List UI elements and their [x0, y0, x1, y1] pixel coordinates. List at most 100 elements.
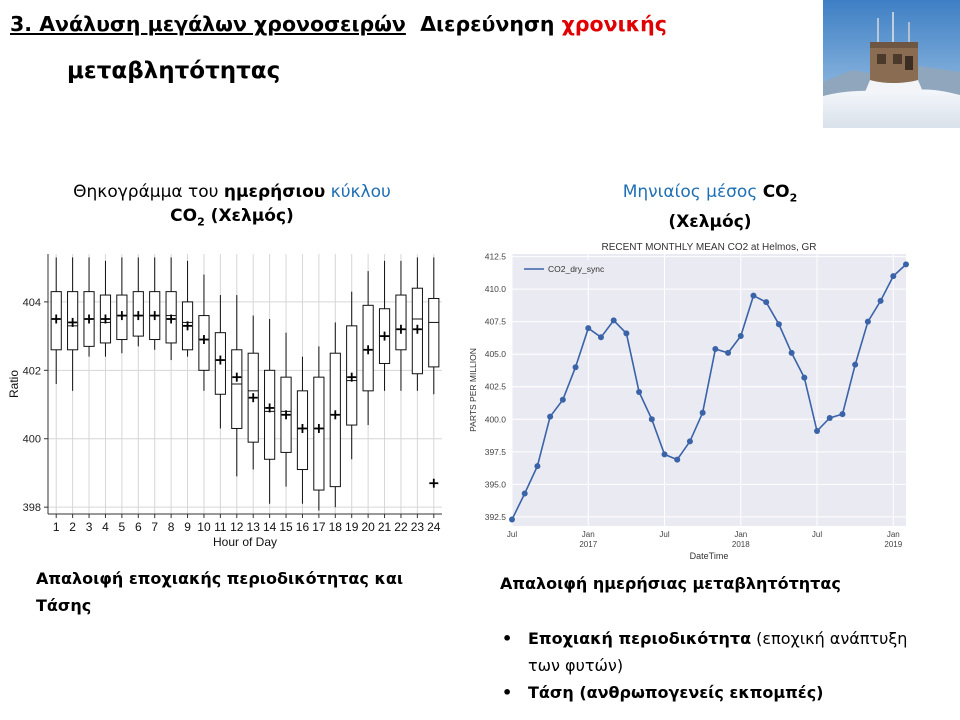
- y-tick-label: 407.5: [485, 317, 507, 327]
- bullet-icon: •: [502, 683, 513, 702]
- x-tick-label: 1: [53, 520, 60, 534]
- x-tick-label: 4: [102, 520, 109, 534]
- y-axis-label: Ratio: [7, 370, 21, 398]
- x-axis-label: DateTime: [690, 551, 729, 561]
- y-tick-label: 404: [23, 297, 41, 309]
- data-point: [597, 334, 604, 341]
- data-point: [788, 349, 795, 356]
- x-tick-label: 14: [263, 520, 277, 534]
- y-tick-label: 405.0: [485, 349, 507, 359]
- data-point: [852, 361, 859, 368]
- x-tick-label: Jan: [887, 530, 900, 539]
- data-point: [737, 332, 744, 339]
- y-tick-label: 397.5: [485, 447, 507, 457]
- data-point: [610, 317, 617, 324]
- right-note: Απαλοιφή ημερήσιας μεταβλητότητας: [500, 574, 841, 593]
- data-point: [547, 413, 554, 420]
- x-tick-label: Jul: [659, 530, 669, 539]
- y-tick-label: 402: [23, 365, 41, 377]
- mountain-station-photo: [823, 0, 960, 128]
- y-tick-label: 400: [23, 434, 41, 446]
- x-tick-label: 21: [378, 520, 392, 534]
- x-tick-label: 3: [86, 520, 93, 534]
- title-word-1: Διερεύνηση: [420, 12, 555, 36]
- bullet-text: (εποχική ανάπτυξη των φυτών): [528, 629, 908, 675]
- x-tick-label: 12: [230, 520, 244, 534]
- y-tick-label: 412.5: [485, 252, 507, 262]
- data-point: [521, 490, 528, 497]
- x-axis-label: Hour of Day: [213, 535, 277, 549]
- box-body: [231, 349, 243, 429]
- data-point: [636, 388, 643, 395]
- data-point: [903, 261, 909, 268]
- right-chart-caption: Μηνιαίος μέσος CO2 (Χελμός): [500, 180, 920, 234]
- right-caption-line2: (Χελμός): [668, 212, 752, 233]
- data-point: [623, 330, 630, 337]
- data-point: [826, 414, 833, 421]
- chart-title: RECENT MONTHLY MEAN CO2 at Helmos, GR: [601, 242, 816, 253]
- data-point: [585, 325, 592, 332]
- x-tick-label: 17: [312, 520, 326, 534]
- data-point: [661, 451, 668, 458]
- data-point: [801, 374, 808, 381]
- data-point: [725, 349, 732, 356]
- bullet-bold: Τάση (ανθρωπογενείς εκπομπές): [528, 683, 824, 702]
- data-point: [712, 346, 719, 353]
- bullet-item: • Εποχιακή περιοδικότητα (εποχική ανάπτυξ…: [500, 625, 920, 679]
- left-note: Απαλοιφή εποχιακής περιοδικότητας και Τά…: [36, 569, 404, 615]
- data-point: [750, 292, 757, 299]
- y-tick-label: 400.0: [485, 414, 507, 424]
- x-tick-label: 9: [184, 520, 191, 534]
- left-caption-co: CO: [170, 206, 198, 226]
- x-tick-label: Jan: [734, 530, 747, 539]
- data-point: [674, 456, 681, 463]
- data-point: [699, 409, 706, 416]
- x-tick-label: 20: [361, 520, 375, 534]
- box-body: [329, 352, 341, 488]
- x-tick-label: 13: [247, 520, 261, 534]
- x-tick-label: 6: [135, 520, 142, 534]
- x-tick-label: Jul: [507, 530, 517, 539]
- y-tick-label: 398: [23, 502, 41, 514]
- line-chart: 392.5 395.0 397.5 400.0 402.5 405.0 407.5 410.0…: [468, 242, 909, 561]
- title-word-2: χρονικής: [561, 12, 667, 36]
- left-caption-rest: (Χελμός): [204, 206, 294, 226]
- x-tick-sublabel: 2019: [884, 540, 902, 549]
- left-caption-sub: 2: [197, 215, 205, 229]
- y-tick-label: 410.0: [485, 284, 507, 294]
- box-body: [313, 376, 325, 491]
- box-body: [264, 369, 276, 460]
- x-tick-label: 5: [119, 520, 126, 534]
- legend-box: [518, 260, 614, 278]
- data-point: [686, 438, 693, 445]
- data-point: [877, 297, 884, 304]
- x-tick-label: 22: [394, 520, 408, 534]
- x-tick-label: 18: [329, 520, 343, 534]
- legend-label: CO2_dry_sync: [548, 264, 605, 274]
- x-tick-label: 16: [296, 520, 310, 534]
- bullet-icon: •: [502, 629, 513, 648]
- y-tick-label: 395.0: [485, 479, 507, 489]
- x-tick-label: 8: [168, 520, 175, 534]
- y-tick-label: 402.5: [485, 382, 507, 392]
- data-point: [763, 299, 770, 306]
- bullet-list: • Εποχιακή περιοδικότητα (εποχική ανάπτυξ…: [500, 625, 920, 706]
- x-tick-label: 19: [345, 520, 359, 534]
- x-tick-label: 24: [427, 520, 441, 534]
- plot-area: [48, 254, 442, 514]
- data-point: [775, 321, 782, 328]
- box-body: [428, 297, 440, 368]
- x-tick-label: 2: [69, 520, 76, 534]
- right-caption-sub: 2: [789, 191, 798, 205]
- box-body: [395, 294, 407, 351]
- x-tick-sublabel: 2018: [732, 540, 750, 549]
- right-caption-blue: Μηνιαίος μέσος: [622, 182, 763, 202]
- y-axis-label: PARTS PER MILLION: [468, 348, 478, 432]
- data-point: [509, 516, 515, 523]
- plot-area: [512, 254, 906, 526]
- data-point: [864, 318, 871, 325]
- right-caption-co: CO: [762, 182, 790, 202]
- bullet-item: • Τάση (ανθρωπογενείς εκπομπές): [500, 679, 920, 706]
- x-tick-label: 7: [151, 520, 158, 534]
